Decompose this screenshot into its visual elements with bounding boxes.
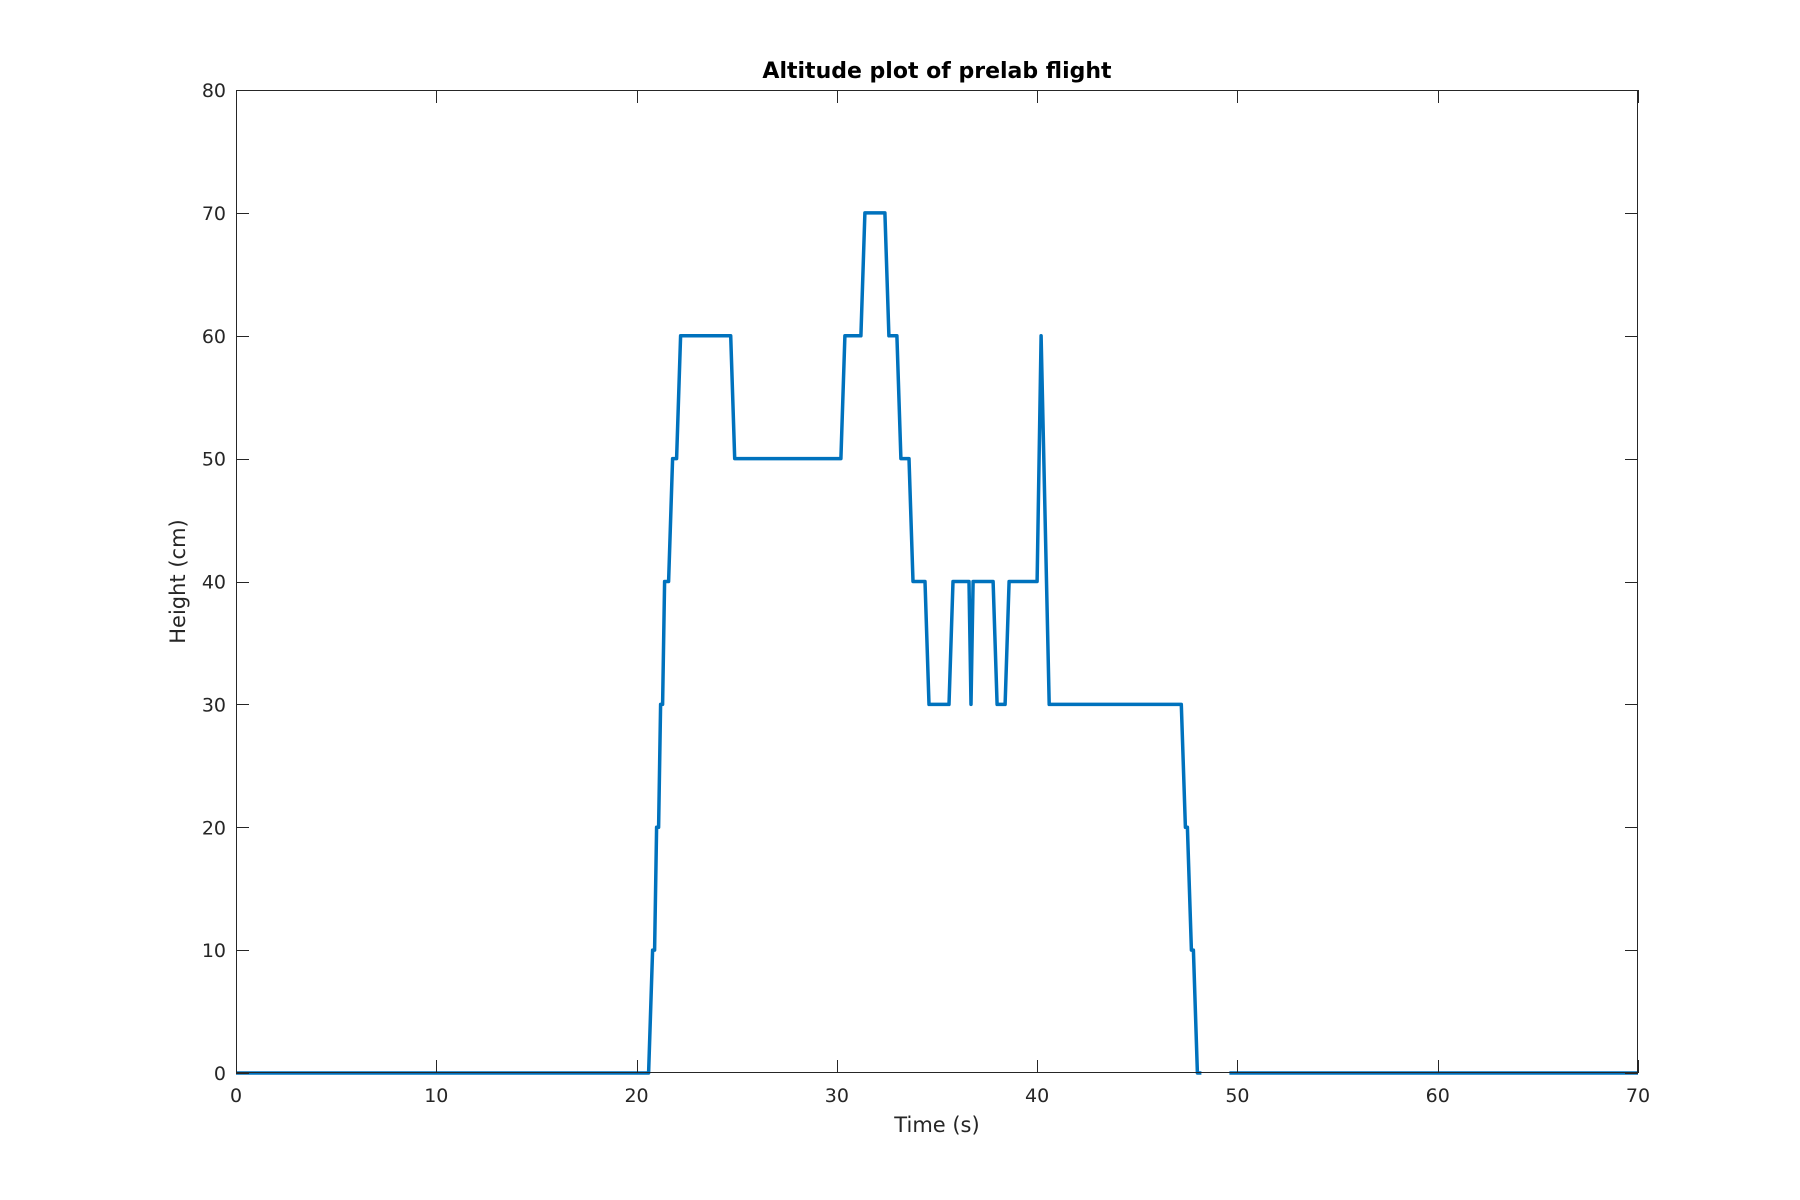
- y-tick-label: 80: [202, 80, 226, 102]
- y-tick-label: 10: [202, 940, 226, 962]
- x-tick-label: 70: [1626, 1085, 1650, 1107]
- axes-box: [236, 90, 1638, 1073]
- y-tick-label: 30: [202, 694, 226, 716]
- x-tick-label: 40: [1025, 1085, 1049, 1107]
- chart-title: Altitude plot of prelab flight: [762, 59, 1112, 84]
- y-axis: 0 10 20 30 40 50 60 70 80: [202, 80, 1638, 1085]
- y-tick-label: 60: [202, 326, 226, 348]
- y-tick-label: 40: [202, 572, 226, 594]
- x-tick-label: 50: [1225, 1085, 1249, 1107]
- x-tick-label: 20: [624, 1085, 648, 1107]
- x-tick-label: 0: [230, 1085, 242, 1107]
- plot-area: [236, 90, 1638, 1073]
- y-tick-label: 70: [202, 203, 226, 225]
- x-tick-label: 60: [1426, 1085, 1450, 1107]
- x-tick-label: 10: [424, 1085, 448, 1107]
- x-axis: 0 10 20 30 40 50 60 70: [230, 90, 1650, 1107]
- y-tick-label: 50: [202, 449, 226, 471]
- series-line: [236, 211, 1202, 1075]
- y-axis-label: Height (cm): [166, 519, 190, 643]
- x-axis-label: Time (s): [893, 1113, 979, 1137]
- y-tick-label: 20: [202, 817, 226, 839]
- x-tick-label: 30: [825, 1085, 849, 1107]
- y-tick-label: 0: [214, 1063, 226, 1085]
